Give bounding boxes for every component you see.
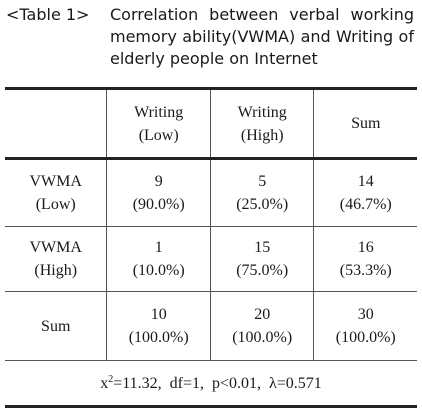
table-row: VWMA (High) 1 (10.0%) 15 (75.0%) 16 (53.… (5, 226, 417, 292)
cell-count: 30 (357, 306, 374, 323)
cell-percent: (46.7%) (339, 196, 392, 213)
caption-word: and (300, 27, 331, 46)
caption-word: verbal (289, 5, 340, 24)
cell-count: 16 (357, 239, 374, 256)
caption-title-line-2: memory ability(VWMA) and Writing of (110, 26, 414, 48)
table-header-row: Writing (Low) Writing (High) Sum (5, 88, 417, 160)
cell-count: 14 (357, 173, 374, 190)
cell-count: 10 (150, 306, 167, 323)
table-cell: 30 (100.0%) (313, 291, 417, 361)
caption-word: ability(VWMA) (182, 27, 296, 46)
cell-percent: (10.0%) (132, 262, 185, 279)
correlation-table: Writing (Low) Writing (High) Sum VWMA (L… (5, 87, 417, 408)
header-label: Writing (237, 103, 287, 121)
caption-word: Correlation (110, 5, 199, 24)
caption-title-line-3: elderly people on Internet (110, 49, 318, 68)
table-cell: 10 (100.0%) (106, 291, 211, 361)
chi-square-exponent: 2 (108, 373, 114, 385)
cell-percent: (100.0%) (335, 329, 396, 346)
cell-count: 15 (254, 239, 271, 256)
cell-percent: (75.0%) (236, 262, 289, 279)
caption-word: memory (110, 27, 177, 46)
statistics-line: x2=11.32, df=1, p<0.01, λ=0.571 (5, 361, 417, 407)
statistics-values: =11.32, df=1, p<0.01, λ=0.571 (113, 374, 322, 392)
header-sublabel: (High) (240, 126, 284, 144)
caption-word: Writing (336, 27, 394, 46)
cell-percent: (100.0%) (128, 329, 189, 346)
cell-count: 5 (258, 173, 267, 190)
cell-percent: (25.0%) (236, 196, 289, 213)
cell-percent: (90.0%) (132, 196, 185, 213)
caption-word: of (398, 27, 414, 46)
table-caption: <Table 1> Correlation between verbal wor… (6, 4, 418, 70)
cell-percent: (53.3%) (339, 262, 392, 279)
header-writing-low: Writing (Low) (106, 88, 211, 160)
table-cell: 16 (53.3%) (313, 226, 417, 292)
row-label: VWMA (29, 173, 82, 190)
table-number: <Table 1> (6, 5, 90, 24)
table-cell: 1 (10.0%) (106, 226, 211, 292)
table-cell: 15 (75.0%) (209, 226, 314, 292)
cell-count: 1 (154, 239, 163, 256)
header-writing-high: Writing (High) (209, 88, 314, 160)
header-empty-cell (5, 88, 107, 160)
caption-title-line-1: Correlation between verbal working (110, 4, 414, 26)
cell-count: 9 (154, 173, 163, 190)
cell-percent: (100.0%) (232, 329, 293, 346)
header-label: Writing (134, 103, 184, 121)
table-cell: 5 (25.0%) (209, 158, 314, 227)
table-stats-row: x2=11.32, df=1, p<0.01, λ=0.571 (5, 361, 417, 407)
table-cell: 9 (90.0%) (106, 158, 211, 227)
cell-count: 20 (254, 306, 271, 323)
row-label-sum: Sum (5, 291, 107, 361)
row-label-vwma-low: VWMA (Low) (5, 158, 107, 227)
table-cell: 14 (46.7%) (313, 158, 417, 227)
row-sublabel: (High) (34, 262, 78, 279)
header-sublabel: (Low) (138, 126, 179, 144)
caption-line-1: <Table 1> Correlation between verbal wor… (6, 4, 418, 26)
caption-word: working (350, 5, 414, 24)
table-row: VWMA (Low) 9 (90.0%) 5 (25.0%) 14 (46.7%… (5, 158, 417, 227)
table-cell: 20 (100.0%) (209, 291, 314, 361)
caption-word: between (209, 5, 279, 24)
chi-square-symbol: x (100, 374, 109, 392)
table-row-sum: Sum 10 (100.0%) 20 (100.0%) 30 (100.0%) (5, 291, 417, 361)
row-label: VWMA (29, 239, 82, 256)
header-sum: Sum (313, 88, 417, 160)
row-sublabel: (Low) (35, 196, 76, 213)
row-label-vwma-high: VWMA (High) (5, 226, 107, 292)
